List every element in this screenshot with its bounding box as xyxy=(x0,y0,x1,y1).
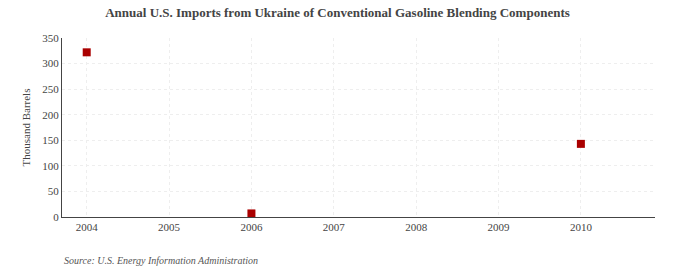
svg-text:2009: 2009 xyxy=(488,221,511,233)
svg-text:Annual U.S. Imports from Ukrai: Annual U.S. Imports from Ukraine of Conv… xyxy=(105,5,570,20)
svg-text:2008: 2008 xyxy=(405,221,428,233)
svg-text:350: 350 xyxy=(42,32,59,44)
svg-text:250: 250 xyxy=(42,83,59,95)
svg-text:2010: 2010 xyxy=(570,221,593,233)
svg-text:2006: 2006 xyxy=(240,221,263,233)
svg-text:2004: 2004 xyxy=(76,221,99,233)
svg-text:100: 100 xyxy=(42,160,59,172)
svg-text:50: 50 xyxy=(48,185,60,197)
svg-text:150: 150 xyxy=(42,134,59,146)
svg-text:2005: 2005 xyxy=(158,221,181,233)
svg-text:300: 300 xyxy=(42,57,59,69)
svg-text:Thousand Barrels: Thousand Barrels xyxy=(20,89,32,167)
svg-text:Source: U.S. Energy Informatio: Source: U.S. Energy Information Administ… xyxy=(64,255,258,266)
svg-text:2007: 2007 xyxy=(323,221,346,233)
svg-text:0: 0 xyxy=(53,211,59,223)
svg-text:200: 200 xyxy=(42,109,59,121)
